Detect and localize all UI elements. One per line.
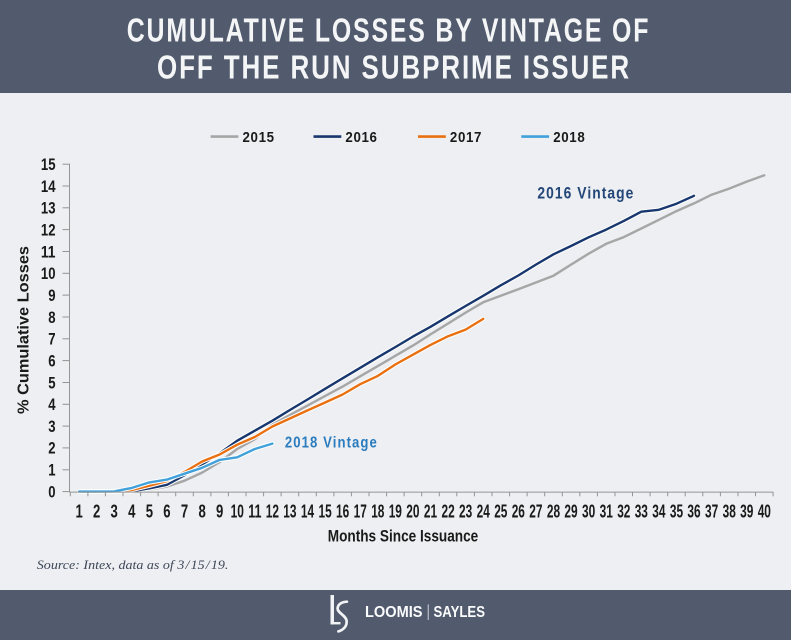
svg-text:1: 1 [75, 502, 82, 522]
svg-text:30: 30 [582, 502, 595, 522]
svg-text:2: 2 [48, 440, 55, 458]
svg-text:2015: 2015 [243, 130, 275, 146]
svg-text:13: 13 [283, 502, 296, 522]
svg-text:6: 6 [163, 502, 170, 522]
svg-text:11: 11 [248, 502, 261, 522]
svg-text:37: 37 [705, 502, 718, 522]
svg-text:8: 8 [48, 309, 55, 327]
svg-text:10: 10 [41, 265, 56, 283]
svg-text:2016: 2016 [345, 130, 377, 146]
svg-text:12: 12 [266, 502, 279, 522]
svg-text:35: 35 [670, 502, 683, 522]
svg-text:25: 25 [494, 502, 507, 522]
svg-text:Source: Intex, data as of 3 /: Source: Intex, data as of 3 / 15 / 19. [37, 557, 229, 572]
svg-text:2018: 2018 [553, 130, 585, 146]
svg-text:20: 20 [406, 502, 419, 522]
svg-text:33: 33 [635, 502, 648, 522]
svg-text:15: 15 [41, 156, 56, 174]
svg-text:4: 4 [48, 396, 56, 414]
svg-text:1: 1 [48, 462, 55, 480]
svg-text:23: 23 [459, 502, 472, 522]
svg-text:5: 5 [48, 374, 55, 392]
svg-text:14: 14 [301, 502, 315, 522]
svg-text:24: 24 [477, 502, 491, 522]
svg-text:10: 10 [231, 502, 244, 522]
svg-text:36: 36 [687, 502, 700, 522]
svg-text:7: 7 [181, 502, 188, 522]
svg-text:16: 16 [336, 502, 349, 522]
svg-text:LOOMIS: LOOMIS [365, 604, 423, 621]
svg-text:39: 39 [740, 502, 753, 522]
svg-text:8: 8 [198, 502, 205, 522]
svg-text:34: 34 [652, 502, 666, 522]
svg-text:38: 38 [723, 502, 736, 522]
svg-text:28: 28 [547, 502, 560, 522]
svg-text:31: 31 [600, 502, 613, 522]
svg-text:2017: 2017 [450, 130, 482, 146]
svg-text:5: 5 [146, 502, 153, 522]
svg-text:OFF THE RUN SUBPRIME ISSUER: OFF THE RUN SUBPRIME ISSUER [157, 48, 631, 85]
svg-text:19: 19 [389, 502, 402, 522]
svg-text:12: 12 [41, 221, 56, 239]
svg-text:26: 26 [512, 502, 525, 522]
svg-text:% Cumulative Losses: % Cumulative Losses [16, 246, 33, 414]
svg-text:CUMULATIVE LOSSES BY VINTAGE O: CUMULATIVE LOSSES BY VINTAGE OF [127, 12, 651, 49]
svg-text:14: 14 [41, 178, 56, 196]
svg-text:40: 40 [758, 502, 771, 522]
svg-text:18: 18 [371, 502, 384, 522]
svg-text:2016 Vintage: 2016 Vintage [537, 183, 634, 202]
svg-text:3: 3 [48, 418, 55, 436]
svg-text:17: 17 [354, 502, 367, 522]
svg-text:2: 2 [93, 502, 100, 522]
svg-text:3: 3 [111, 502, 118, 522]
svg-text:0: 0 [48, 483, 55, 501]
svg-text:9: 9 [216, 502, 223, 522]
svg-text:15: 15 [319, 502, 332, 522]
svg-text:22: 22 [442, 502, 455, 522]
svg-text:21: 21 [424, 502, 437, 522]
svg-text:SAYLES: SAYLES [434, 604, 486, 621]
svg-text:Months Since Issuance: Months Since Issuance [328, 528, 479, 546]
svg-text:11: 11 [41, 243, 56, 261]
svg-text:2018 Vintage: 2018 Vintage [285, 435, 378, 452]
svg-text:4: 4 [128, 502, 136, 522]
svg-text:13: 13 [41, 200, 56, 218]
svg-text:6: 6 [48, 352, 55, 370]
svg-text:32: 32 [617, 502, 630, 522]
svg-text:27: 27 [529, 502, 542, 522]
svg-text:9: 9 [48, 287, 55, 305]
svg-text:7: 7 [48, 331, 55, 349]
svg-text:29: 29 [564, 502, 577, 522]
